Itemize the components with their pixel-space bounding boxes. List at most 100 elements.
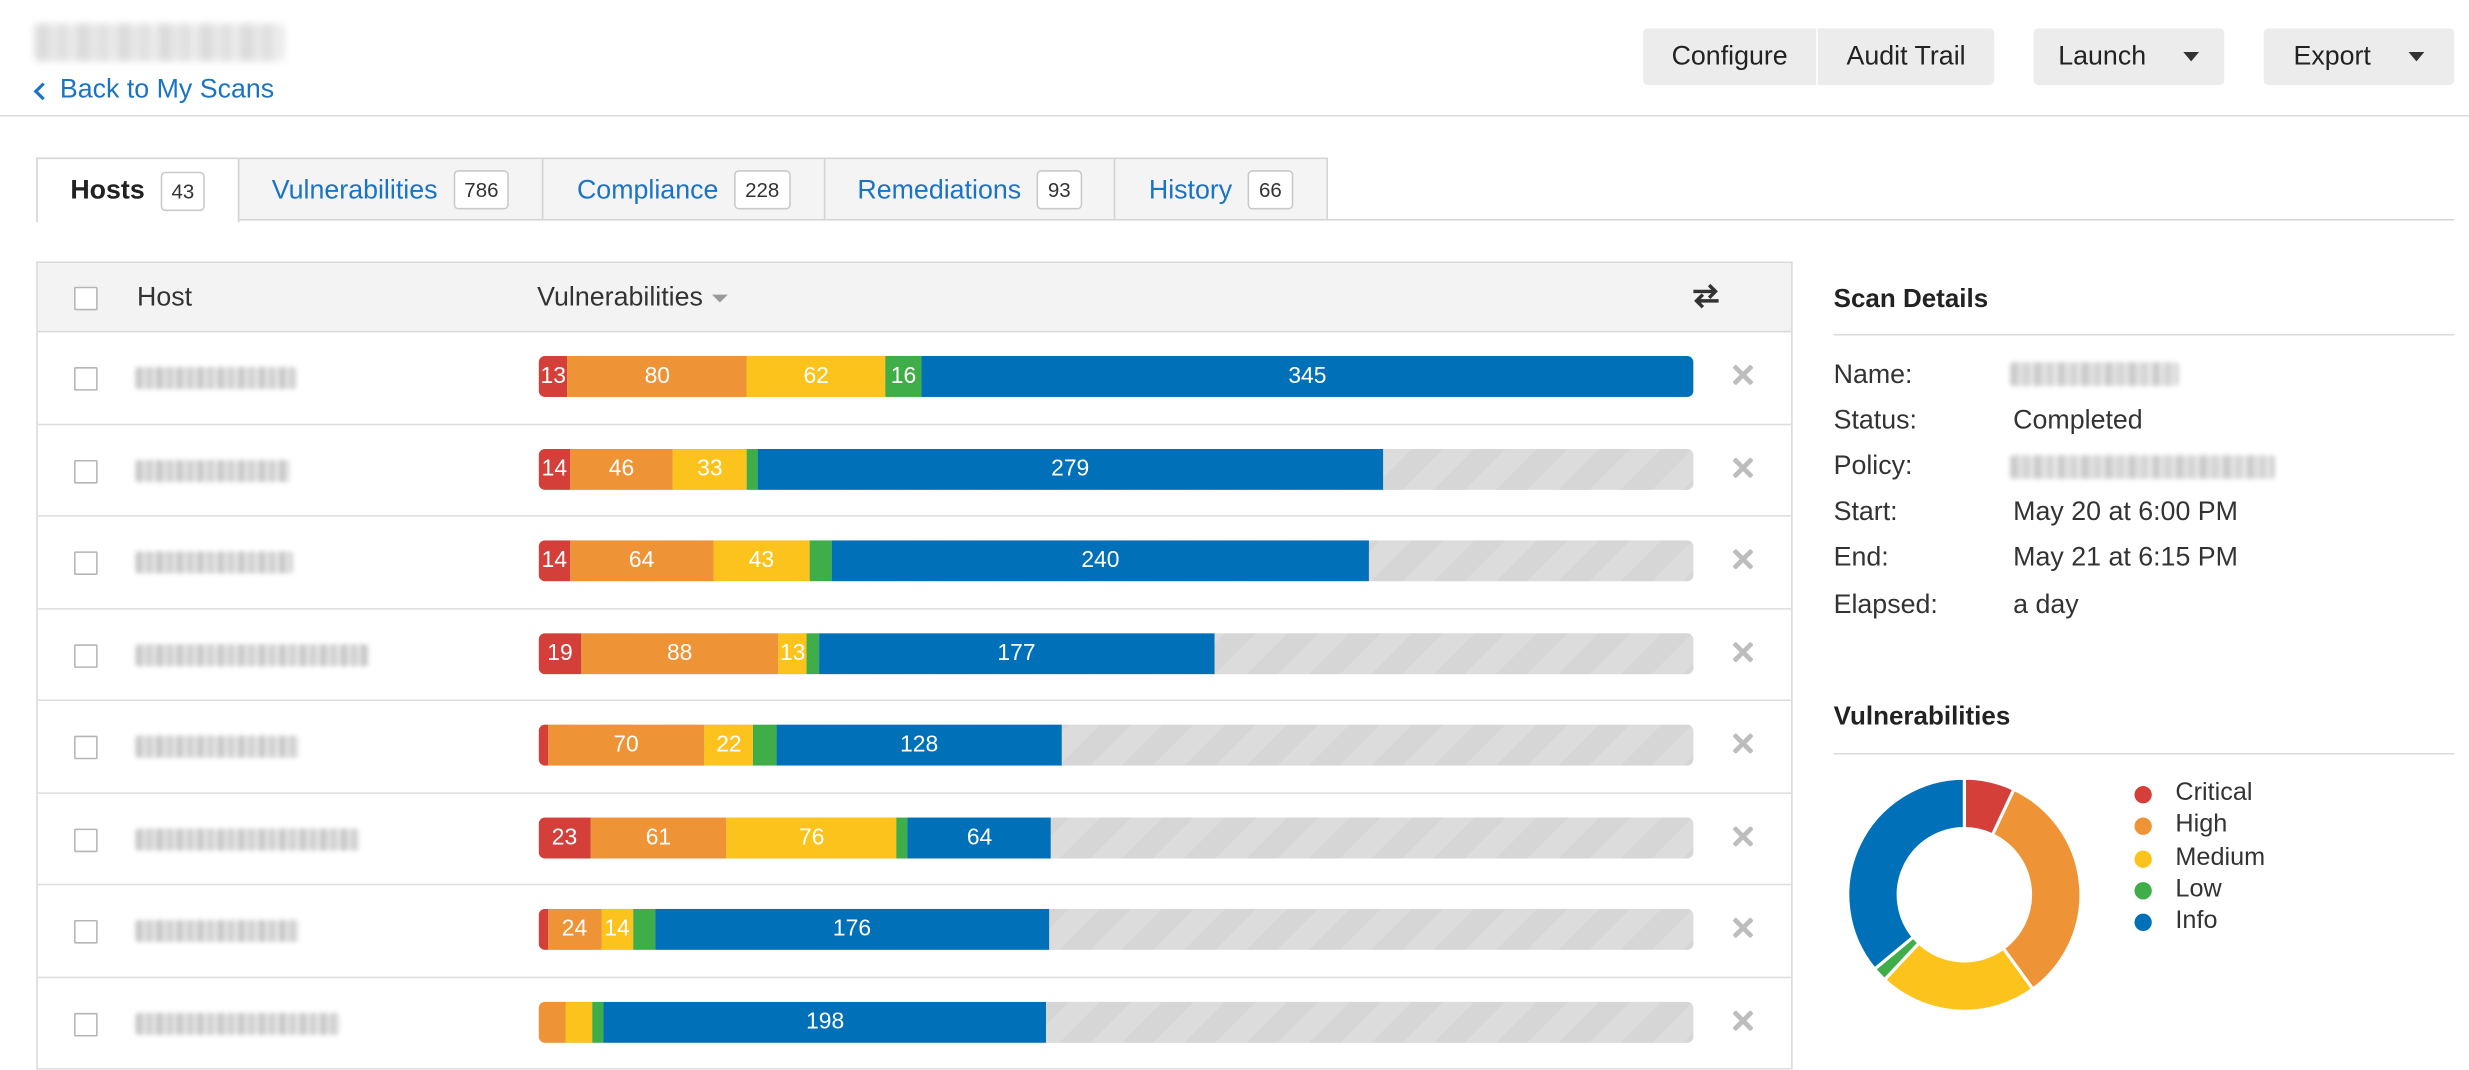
remove-host-icon[interactable] <box>1730 362 1755 387</box>
row-checkbox[interactable] <box>74 367 98 391</box>
tab-history[interactable]: History 66 <box>1113 157 1328 221</box>
remove-host-icon[interactable] <box>1730 731 1755 756</box>
remove-host-icon[interactable] <box>1730 915 1755 940</box>
remove-host-icon[interactable] <box>1730 1007 1755 1032</box>
table-row[interactable]: 14 64 43 240 <box>37 517 1792 609</box>
scan-title <box>34 23 284 62</box>
bar-segment-high[interactable]: 24 <box>547 908 602 950</box>
bar-segment-low[interactable] <box>753 724 776 766</box>
bar-segment-medium[interactable]: 76 <box>726 816 897 858</box>
bar-segment-high[interactable]: 46 <box>570 448 673 490</box>
bar-segment-critical[interactable]: 14 <box>538 540 571 582</box>
vulnerability-bar[interactable]: 23 61 76 64 <box>538 816 1694 858</box>
donut-slice-info[interactable] <box>1846 776 1966 972</box>
bar-segment-critical[interactable] <box>538 724 548 766</box>
bar-segment-high[interactable]: 88 <box>581 632 779 674</box>
row-checkbox[interactable] <box>74 551 98 575</box>
table-row[interactable]: 198 <box>37 977 1792 1070</box>
bar-segment-medium[interactable]: 33 <box>672 448 747 490</box>
bar-segment-info[interactable]: 345 <box>921 356 1694 397</box>
bar-segment-info[interactable]: 177 <box>818 632 1215 674</box>
bar-segment-info[interactable]: 128 <box>775 724 1063 766</box>
back-to-scans-link[interactable]: Back to My Scans <box>33 74 274 106</box>
bar-segment-high[interactable]: 80 <box>567 356 747 397</box>
tab-vulnerabilities[interactable]: Vulnerabilities 786 <box>237 157 544 221</box>
host-name[interactable] <box>135 367 297 390</box>
audit-trail-button[interactable]: Audit Trail <box>1817 28 1995 86</box>
column-header-host[interactable]: Host <box>137 281 193 312</box>
launch-button[interactable]: Launch <box>2033 28 2225 86</box>
table-row[interactable]: 14 46 33 279 <box>37 425 1792 517</box>
host-name[interactable] <box>135 643 369 666</box>
vulnerability-bar[interactable]: 14 46 33 279 <box>538 448 1694 490</box>
remove-host-icon[interactable] <box>1730 823 1755 848</box>
table-row[interactable]: 24 14 176 <box>37 885 1792 978</box>
bar-segment-high[interactable]: 64 <box>570 540 714 582</box>
vulnerability-bar[interactable]: 13 80 62 16 345 <box>538 356 1694 397</box>
row-checkbox[interactable] <box>74 459 98 483</box>
export-button[interactable]: Export <box>2263 28 2455 86</box>
bar-segment-medium[interactable]: 22 <box>704 724 754 766</box>
host-name[interactable] <box>135 1012 341 1035</box>
bar-segment-critical[interactable]: 19 <box>538 632 582 674</box>
remove-host-icon[interactable] <box>1730 547 1755 572</box>
bar-segment-low[interactable] <box>592 1001 604 1043</box>
bar-segment-low[interactable] <box>632 908 656 950</box>
bar-segment-high[interactable]: 70 <box>547 724 705 766</box>
table-row[interactable]: 70 22 128 <box>37 701 1792 794</box>
bar-segment-critical[interactable]: 13 <box>538 356 568 397</box>
vulnerability-bar[interactable]: 14 64 43 240 <box>538 540 1694 582</box>
column-header-vulnerabilities[interactable]: Vulnerabilities <box>537 282 729 314</box>
remove-host-icon[interactable] <box>1730 639 1755 664</box>
bar-segment-medium[interactable]: 14 <box>601 908 633 950</box>
bar-segment-low[interactable] <box>809 540 832 582</box>
name-label: Name: <box>1833 359 1913 390</box>
select-all-checkbox[interactable] <box>74 286 98 311</box>
row-checkbox[interactable] <box>74 919 98 944</box>
vulnerabilities-donut-chart[interactable] <box>1843 773 2086 1016</box>
vulnerability-bar[interactable]: 70 22 128 <box>538 724 1694 766</box>
remove-host-icon[interactable] <box>1730 454 1755 479</box>
table-row[interactable]: 23 61 76 64 <box>37 793 1792 886</box>
bar-segment-low[interactable] <box>746 448 759 490</box>
donut-slice-high[interactable] <box>1990 787 2083 992</box>
tab-remediations[interactable]: Remediations 93 <box>823 157 1116 221</box>
bar-segment-high[interactable] <box>538 1001 566 1043</box>
host-name[interactable] <box>135 459 290 482</box>
row-checkbox[interactable] <box>74 643 98 668</box>
bar-segment-medium[interactable] <box>565 1001 593 1043</box>
row-checkbox[interactable] <box>74 735 98 760</box>
bar-segment-count: 128 <box>900 732 939 758</box>
tab-hosts[interactable]: Hosts 43 <box>36 157 240 223</box>
swap-arrows-icon[interactable] <box>1690 280 1722 312</box>
bar-segment-critical[interactable]: 23 <box>538 816 591 858</box>
bar-segment-info[interactable]: 279 <box>758 448 1383 490</box>
host-name[interactable] <box>135 551 293 574</box>
host-name[interactable] <box>135 735 300 758</box>
bar-segment-info[interactable]: 176 <box>655 908 1049 950</box>
bar-segment-info[interactable]: 240 <box>831 540 1369 582</box>
bar-segment-medium[interactable]: 43 <box>713 540 810 582</box>
bar-segment-critical[interactable]: 14 <box>538 448 571 490</box>
bar-segment-info[interactable]: 198 <box>603 1001 1047 1043</box>
vulnerability-bar[interactable]: 198 <box>538 1001 1694 1043</box>
host-name[interactable] <box>135 827 360 850</box>
legend-dot <box>2134 912 2152 931</box>
bar-segment-medium[interactable]: 62 <box>746 356 886 397</box>
row-checkbox[interactable] <box>74 827 98 852</box>
bar-segment-critical[interactable] <box>538 908 548 950</box>
table-row[interactable]: 13 80 62 16 345 <box>37 332 1792 425</box>
table-row[interactable]: 19 88 13 177 <box>37 609 1792 701</box>
bar-segment-high[interactable]: 61 <box>590 816 727 858</box>
vulnerability-bar[interactable]: 19 88 13 177 <box>538 632 1694 674</box>
bar-segment-low[interactable] <box>807 632 819 674</box>
host-name[interactable] <box>135 919 300 943</box>
bar-segment-info[interactable]: 64 <box>907 816 1052 858</box>
configure-button[interactable]: Configure <box>1642 28 1817 86</box>
bar-segment-medium[interactable]: 13 <box>778 632 808 674</box>
row-checkbox[interactable] <box>74 1012 98 1036</box>
bar-segment-low[interactable] <box>896 816 908 858</box>
vulnerability-bar[interactable]: 24 14 176 <box>538 908 1694 950</box>
bar-segment-low[interactable]: 16 <box>885 356 922 397</box>
tab-compliance[interactable]: Compliance 228 <box>541 157 826 221</box>
